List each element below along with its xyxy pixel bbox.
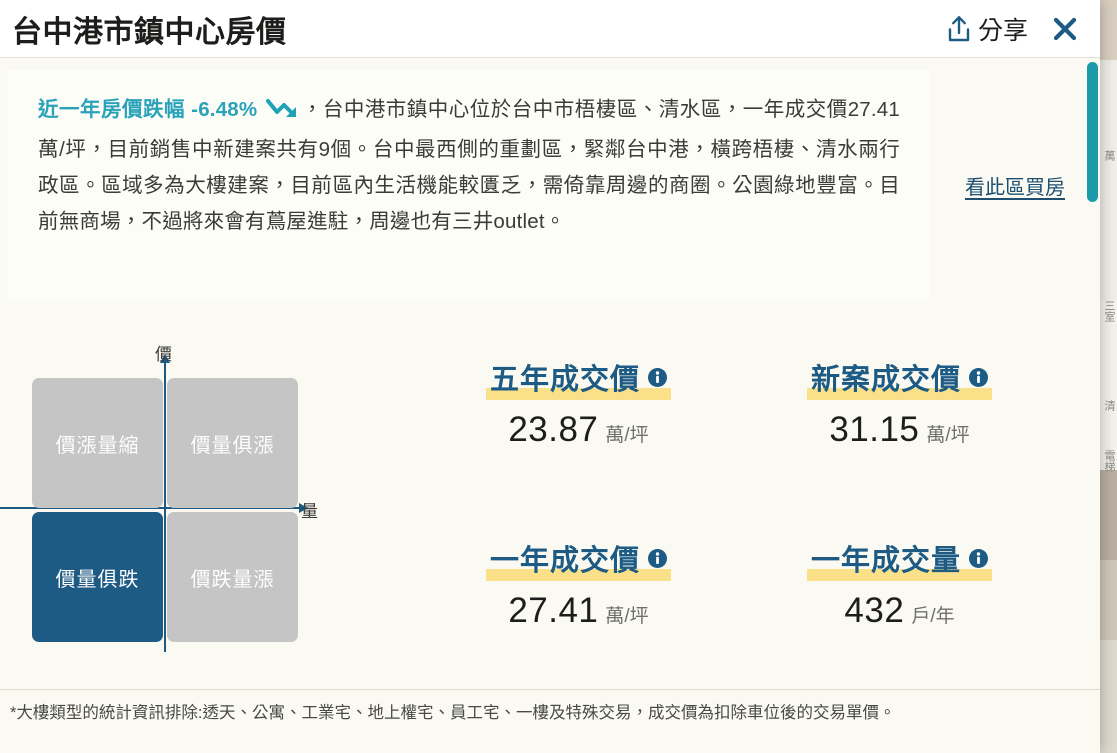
page-title: 台中港市鎮中心房價 — [12, 15, 287, 49]
quadrant-cell-price-up-volume-down: 價漲量縮 — [32, 378, 163, 508]
scrollbar-thumb[interactable] — [1087, 62, 1098, 202]
metric-unit: 萬/坪 — [605, 425, 649, 446]
trend-down-arrow-icon — [265, 96, 300, 132]
metric-value: 31.15 — [829, 410, 920, 449]
description-text: 近一年房價跌幅 -6.48% ，台中港市鎮中心位於台中市梧棲區、清水區，一年成交… — [38, 92, 900, 240]
metric-title: 一年成交價 — [489, 545, 640, 577]
modal-header: 台中港市鎮中心房價 分享 — [0, 0, 1100, 58]
quadrant-cell-price-up-volume-up: 價量俱漲 — [167, 378, 298, 508]
quadrant-x-axis-label: 量 — [301, 502, 318, 521]
stats-area: 價 量 價漲量縮 價量俱漲 價量俱跌 價跌量漲 五年成交價 — [0, 304, 1100, 668]
footnote-text: *大樓類型的統計資訊排除:透天、公寓、工業宅、地上權宅、員工宅、一樓及特殊交易，… — [0, 689, 1100, 753]
metric-title: 新案成交價 — [810, 364, 961, 396]
info-circle-icon[interactable] — [648, 367, 667, 387]
close-x-icon — [1050, 17, 1080, 47]
description-separator: ， — [301, 98, 323, 121]
quadrant-grid: 價漲量縮 價量俱漲 價量俱跌 價跌量漲 — [32, 378, 298, 642]
trend-value: -6.48% — [191, 98, 258, 121]
scrollbar-track[interactable] — [1087, 60, 1100, 753]
metric-five-year-price: 五年成交價 23.87 萬/坪 — [418, 356, 739, 487]
price-volume-quadrant-chart: 價 量 價漲量縮 價量俱漲 價量俱跌 價跌量漲 — [0, 338, 400, 668]
metrics-grid: 五年成交價 23.87 萬/坪 — [400, 338, 1100, 668]
metric-value-row: 432 戶/年 — [844, 591, 954, 631]
metric-title-row: 一年成交價 — [485, 537, 672, 581]
metric-one-year-price: 一年成交價 27.41 萬/坪 — [418, 537, 739, 668]
description-card: 近一年房價跌幅 -6.48% ，台中港市鎮中心位於台中市梧棲區、清水區，一年成交… — [8, 70, 930, 300]
header-actions: 分享 — [945, 11, 1086, 47]
description-body: 台中港市鎮中心位於台中市梧棲區、清水區，一年成交價27.41萬/坪，目前銷售中新… — [38, 98, 900, 233]
metric-value: 432 — [844, 591, 905, 630]
metric-value-row: 23.87 萬/坪 — [508, 410, 648, 450]
metric-value: 23.87 — [508, 410, 599, 449]
background-ghost-text-4: 電梯 — [1103, 450, 1115, 472]
trend-label: 近一年房價跌幅 — [38, 98, 185, 121]
info-circle-icon[interactable] — [969, 548, 988, 568]
metric-one-year-volume: 一年成交量 432 戶/年 — [739, 537, 1060, 668]
share-upload-icon — [945, 14, 973, 44]
share-button-label: 分享 — [977, 16, 1028, 45]
close-button[interactable] — [1050, 14, 1080, 44]
metric-title-row: 新案成交價 — [806, 356, 993, 400]
metric-value: 27.41 — [508, 591, 599, 630]
metric-unit: 萬/坪 — [605, 606, 649, 627]
background-ghost-text-3: 清 — [1103, 400, 1115, 411]
quadrant-y-axis-label: 價 — [155, 345, 172, 364]
background-ghost-text-2: 三室 — [1103, 300, 1115, 322]
metric-title-row: 五年成交價 — [485, 356, 672, 400]
buy-in-area-link[interactable]: 看此區買房 — [965, 176, 1065, 199]
quadrant-cell-price-down-volume-up: 價跌量漲 — [167, 512, 298, 642]
metric-new-project-price: 新案成交價 31.15 萬/坪 — [739, 356, 1060, 487]
description-row: 近一年房價跌幅 -6.48% ，台中港市鎮中心位於台中市梧棲區、清水區，一年成交… — [0, 58, 1100, 304]
buy-link-wrap: 看此區買房 — [930, 70, 1100, 304]
background-ghost-text-1: 萬 — [1103, 150, 1115, 161]
metric-unit: 萬/坪 — [926, 425, 970, 446]
modal-body: 近一年房價跌幅 -6.48% ，台中港市鎮中心位於台中市梧棲區、清水區，一年成交… — [0, 58, 1100, 753]
metric-value-row: 31.15 萬/坪 — [829, 410, 969, 450]
quadrant-x-axis — [0, 503, 308, 513]
metric-title: 一年成交量 — [810, 545, 961, 577]
share-button[interactable]: 分享 — [945, 11, 1028, 47]
info-circle-icon[interactable] — [648, 548, 667, 568]
info-circle-icon[interactable] — [969, 367, 988, 387]
quadrant-cell-price-down-volume-down: 價量俱跌 — [32, 512, 163, 642]
metric-value-row: 27.41 萬/坪 — [508, 591, 648, 631]
metric-title-row: 一年成交量 — [806, 537, 993, 581]
metric-title: 五年成交價 — [489, 364, 640, 396]
metric-unit: 戶/年 — [911, 606, 955, 627]
